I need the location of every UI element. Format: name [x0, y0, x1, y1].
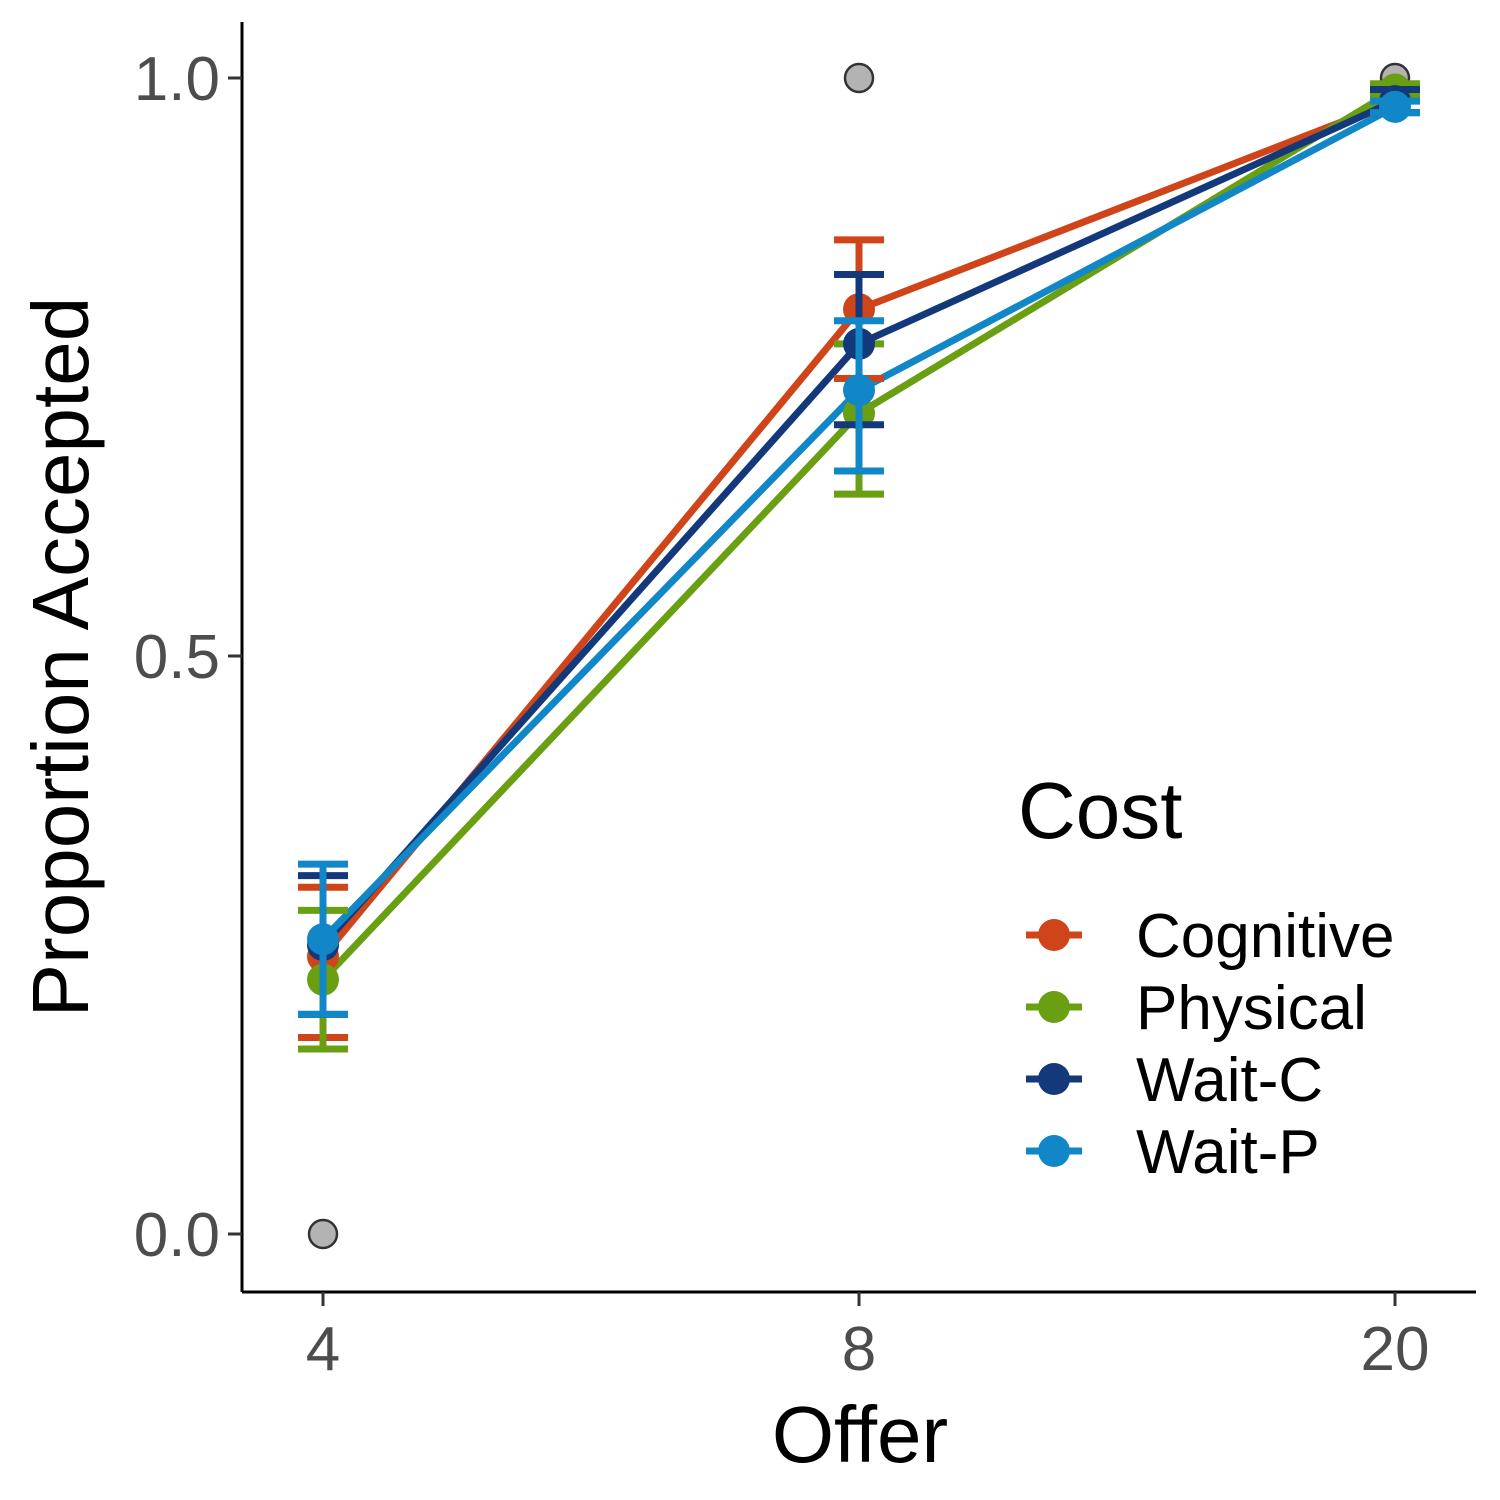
x-tick-label: 4 [306, 1315, 340, 1384]
y-tick-label: 0.0 [134, 1201, 220, 1270]
y-tick-label: 0.5 [134, 623, 220, 692]
legend-key-point-cognitive [1038, 919, 1070, 951]
x-axis-ticks: 4 8 20 [306, 1292, 1430, 1384]
x-tick-label: 20 [1361, 1315, 1430, 1384]
series-line-physical [320, 86, 1397, 983]
legend-label-cognitive: Cognitive [1136, 902, 1394, 971]
plot-area [298, 62, 1420, 1250]
y-axis-ticks: 0.0 0.5 1.0 [134, 45, 242, 1270]
legend-key-point-wait-c [1038, 1063, 1070, 1095]
series-line-wait-c [320, 97, 1397, 948]
reference-point [307, 1218, 339, 1250]
x-axis-title: Offer [772, 1390, 948, 1479]
data-point-wait-p [307, 923, 339, 956]
y-axis-title: Proportion Accepted [16, 297, 105, 1017]
y-tick-label: 1.0 [134, 45, 220, 114]
legend-label-physical: Physical [1136, 974, 1367, 1043]
legend-title: Cost [1018, 766, 1183, 855]
x-tick-label: 8 [842, 1315, 876, 1384]
legend-key-point-physical [1038, 991, 1070, 1023]
series-line-cognitive [320, 97, 1397, 959]
data-point-wait-p [843, 374, 875, 407]
legend-label-wait-c: Wait-C [1136, 1046, 1323, 1115]
legend-key-point-wait-p [1038, 1135, 1070, 1167]
data-point-wait-p [1379, 90, 1411, 123]
legend-label-wait-p: Wait-P [1136, 1118, 1320, 1187]
reference-point [843, 62, 875, 94]
